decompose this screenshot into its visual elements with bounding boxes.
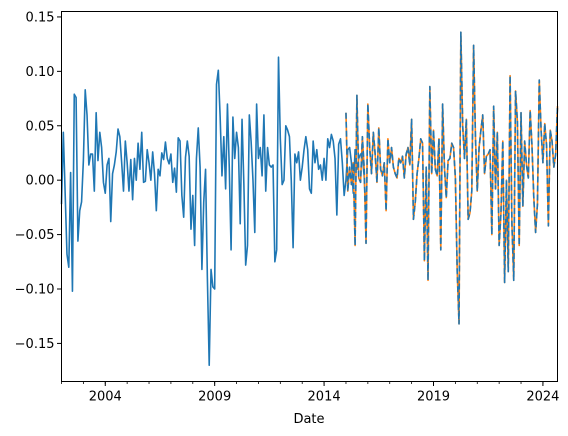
- y-tick-label: −0.10: [15, 283, 55, 298]
- series-line-3: [345, 31, 559, 325]
- y-tick-label: −0.05: [15, 228, 55, 243]
- y-tick-label: 0.00: [26, 174, 55, 189]
- plot-area-frame: [61, 11, 558, 382]
- x-tick-label: 2019: [417, 390, 450, 405]
- x-tick-label: 2009: [198, 390, 231, 405]
- x-axis-label: Date: [293, 412, 324, 427]
- series-layer: [60, 31, 559, 366]
- x-tick-label: 2004: [89, 390, 122, 405]
- y-tick-label: 0.05: [26, 119, 55, 134]
- y-tick-label: −0.15: [15, 337, 55, 352]
- x-tick-label: 2024: [526, 390, 559, 405]
- y-tick-label: 0.10: [26, 65, 55, 80]
- series-line-1: [60, 56, 367, 366]
- y-axis: 0.15 0.10 0.05 0.00 −0.05 −0.10 −0.15: [15, 10, 62, 352]
- x-tick-label: 2014: [308, 390, 341, 405]
- y-tick-label: 0.15: [26, 10, 55, 25]
